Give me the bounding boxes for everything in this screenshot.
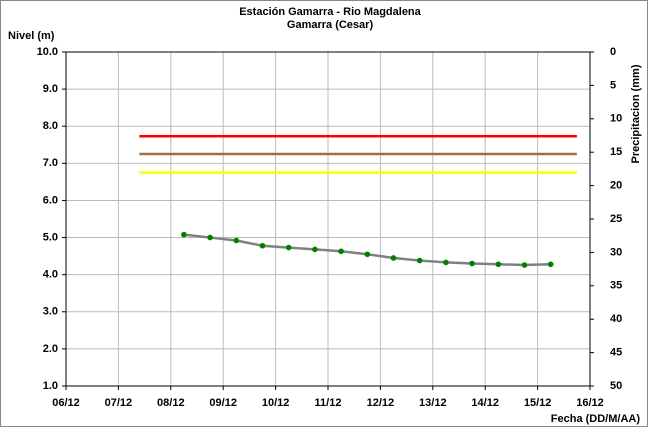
data-point xyxy=(207,234,213,241)
data-point xyxy=(390,255,397,261)
data-point xyxy=(312,246,318,253)
x-tick-label: 09/12 xyxy=(209,397,237,409)
x-tick-label: 10/12 xyxy=(262,397,290,409)
y-tick-label: 6.0 xyxy=(43,194,58,206)
y-tick-label: 4.0 xyxy=(43,269,58,281)
y2-tick-label: 20 xyxy=(610,180,622,192)
data-point xyxy=(181,231,187,238)
x-tick-label: 12/12 xyxy=(367,397,395,409)
y2-tick-label: 40 xyxy=(610,313,622,325)
y-tick-label: 3.0 xyxy=(43,306,58,318)
data-point xyxy=(521,262,528,268)
x-tick-label: 07/12 xyxy=(105,397,133,409)
data-point xyxy=(233,237,240,244)
chart-title: Estación Gamarra - Rio Magdalena xyxy=(239,6,421,18)
x-tick-label: 08/12 xyxy=(157,397,185,409)
y2-tick-label: 10 xyxy=(610,113,622,125)
y-tick-label: 2.0 xyxy=(43,343,58,355)
x-tick-label: 11/12 xyxy=(315,397,342,409)
y-axis-label: Nivel (m) xyxy=(8,30,55,42)
x-tick-label: 13/12 xyxy=(419,397,447,409)
data-point xyxy=(285,244,292,251)
data-point xyxy=(338,248,344,255)
y2-tick-label: 50 xyxy=(610,380,622,392)
data-point xyxy=(547,261,554,268)
chart-subtitle: Gamarra (Cesar) xyxy=(287,19,374,31)
y2-tick-label: 15 xyxy=(610,146,622,158)
y2-tick-label: 0 xyxy=(610,46,616,58)
data-point xyxy=(443,259,449,266)
x-tick-label: 16/12 xyxy=(576,397,604,409)
y2-tick-label: 45 xyxy=(610,347,622,359)
y2-tick-label: 5 xyxy=(610,79,616,91)
data-point xyxy=(495,261,502,268)
y2-tick-label: 25 xyxy=(610,213,622,225)
y-tick-label: 1.0 xyxy=(43,380,58,392)
y-tick-label: 5.0 xyxy=(43,231,58,243)
x-tick-label: 15/12 xyxy=(524,397,552,409)
plot-border xyxy=(65,51,591,387)
y2-axis-label: Precipitacion (mm) xyxy=(630,64,642,163)
y-tick-label: 7.0 xyxy=(43,157,58,169)
data-point xyxy=(469,260,475,267)
y-tick-label: 9.0 xyxy=(43,83,58,95)
y2-tick-label: 30 xyxy=(610,246,622,258)
x-tick-label: 14/12 xyxy=(471,397,499,409)
data-point xyxy=(416,257,423,264)
x-tick-label: 06/12 xyxy=(52,397,80,409)
y2-tick-label: 35 xyxy=(610,280,622,292)
x-axis-label: Fecha (DD/M/AA) xyxy=(551,413,641,425)
data-point xyxy=(364,251,371,258)
y-tick-label: 8.0 xyxy=(43,120,58,132)
data-point xyxy=(259,242,266,249)
y-tick-label: 10.0 xyxy=(37,46,58,58)
